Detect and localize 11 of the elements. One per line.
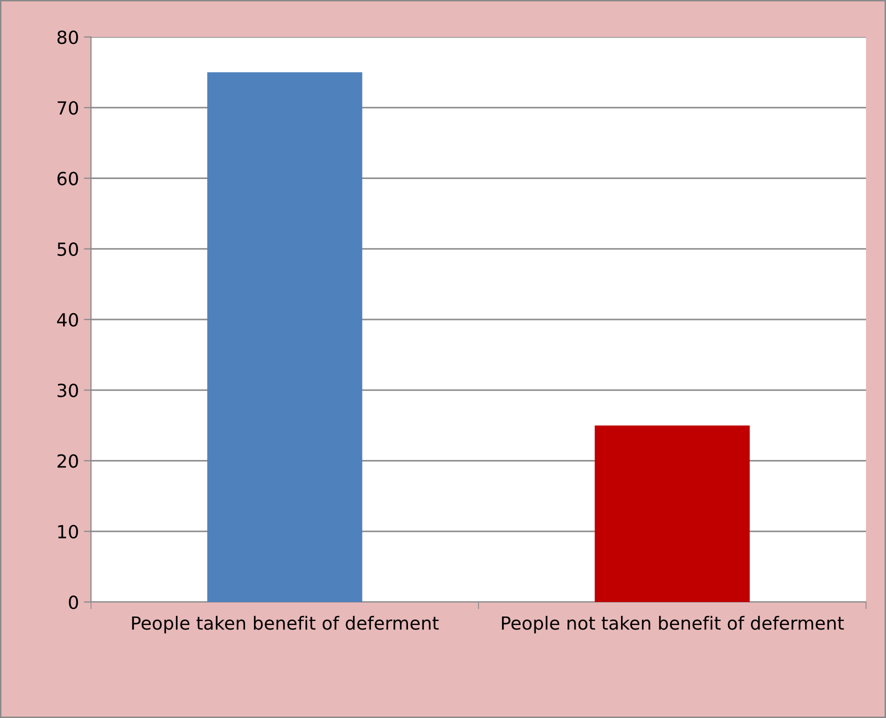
y-tick-label: 50 <box>58 242 78 256</box>
y-tick-label: 60 <box>57 172 78 186</box>
x-tick-label: People taken benefit of deferment <box>132 616 439 634</box>
y-tick-label: 40 <box>57 312 78 327</box>
x-tick-label: People not taken benefit of deferment <box>502 616 844 634</box>
y-tick-label: 10 <box>58 524 78 538</box>
y-tick-label: 80 <box>57 30 78 44</box>
y-tick-label: 30 <box>58 384 78 398</box>
y-tick-label: 20 <box>58 454 78 468</box>
y-tick-label: 0 <box>68 595 78 610</box>
y-tick-label: 70 <box>58 101 78 115</box>
